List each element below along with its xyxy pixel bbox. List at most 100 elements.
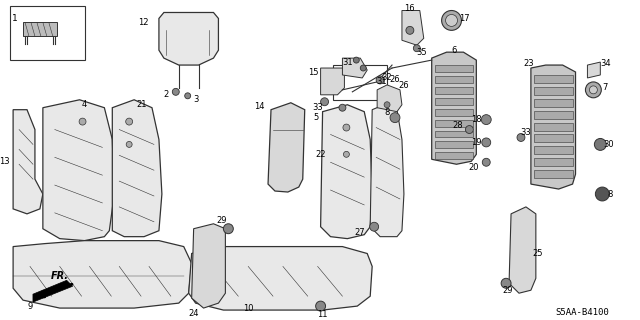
Text: S5AA-B4100: S5AA-B4100 (556, 308, 609, 316)
Text: 30: 30 (603, 140, 614, 149)
Text: 18: 18 (470, 115, 481, 124)
Polygon shape (588, 62, 600, 78)
Text: 14: 14 (255, 102, 265, 111)
Polygon shape (112, 100, 162, 237)
Text: 31: 31 (342, 58, 353, 67)
Polygon shape (534, 111, 573, 119)
Text: 17: 17 (459, 14, 470, 23)
Circle shape (321, 98, 328, 106)
Circle shape (595, 139, 606, 150)
Text: 3: 3 (193, 95, 198, 104)
Circle shape (339, 104, 346, 111)
Text: 19: 19 (471, 138, 481, 147)
Polygon shape (13, 241, 191, 308)
Text: 23: 23 (524, 59, 534, 68)
Polygon shape (377, 85, 402, 112)
Polygon shape (531, 65, 575, 189)
Polygon shape (534, 99, 573, 107)
Circle shape (343, 124, 350, 131)
Text: 16: 16 (404, 4, 415, 13)
Circle shape (384, 102, 390, 108)
Polygon shape (435, 152, 474, 159)
Text: 4: 4 (82, 100, 87, 109)
Circle shape (483, 158, 490, 166)
Text: 26: 26 (399, 81, 409, 90)
Circle shape (223, 224, 234, 234)
Polygon shape (342, 58, 367, 78)
Polygon shape (534, 134, 573, 142)
Text: 11: 11 (317, 309, 328, 318)
Polygon shape (13, 110, 43, 214)
Polygon shape (191, 224, 225, 308)
Circle shape (482, 138, 491, 147)
Circle shape (172, 88, 179, 95)
Text: 31: 31 (377, 77, 387, 86)
Polygon shape (509, 207, 536, 293)
Circle shape (517, 133, 525, 141)
Circle shape (501, 278, 511, 288)
Circle shape (360, 65, 366, 71)
Text: 5: 5 (314, 113, 319, 122)
Text: 22: 22 (316, 150, 326, 159)
Text: 32: 32 (381, 74, 392, 83)
Text: 26: 26 (389, 76, 399, 84)
Polygon shape (534, 158, 573, 166)
Text: 35: 35 (417, 48, 427, 57)
Polygon shape (534, 75, 573, 83)
Text: 9: 9 (28, 301, 33, 311)
Circle shape (442, 11, 461, 30)
Polygon shape (534, 123, 573, 131)
Circle shape (595, 187, 609, 201)
Polygon shape (43, 100, 115, 241)
Text: 34: 34 (600, 59, 611, 68)
Text: 8: 8 (385, 108, 390, 117)
Text: 20: 20 (469, 163, 479, 172)
Circle shape (185, 93, 191, 99)
Polygon shape (432, 52, 476, 164)
Circle shape (406, 26, 414, 34)
Text: 21: 21 (137, 100, 147, 109)
Circle shape (125, 118, 132, 125)
Polygon shape (435, 98, 474, 105)
Polygon shape (435, 76, 474, 83)
Circle shape (370, 222, 379, 231)
Polygon shape (333, 65, 387, 100)
Bar (10, 5, 84, 60)
Polygon shape (268, 103, 305, 192)
Polygon shape (435, 109, 474, 116)
Polygon shape (435, 141, 474, 148)
Text: 33: 33 (312, 103, 323, 112)
Text: 29: 29 (503, 286, 513, 295)
Polygon shape (534, 87, 573, 95)
Text: FR.: FR. (51, 271, 68, 281)
Text: 25: 25 (532, 249, 543, 258)
Circle shape (390, 113, 400, 123)
Polygon shape (435, 65, 474, 72)
Circle shape (481, 115, 492, 124)
Text: 13: 13 (0, 157, 10, 166)
Circle shape (586, 82, 602, 98)
Circle shape (413, 45, 420, 52)
Text: 8: 8 (607, 189, 613, 198)
Polygon shape (23, 22, 57, 36)
Polygon shape (402, 11, 424, 45)
Circle shape (353, 57, 359, 63)
Text: 2: 2 (163, 90, 168, 99)
Polygon shape (534, 146, 573, 154)
Polygon shape (534, 170, 573, 178)
Text: 7: 7 (603, 84, 608, 92)
Text: 15: 15 (308, 68, 319, 76)
Circle shape (344, 151, 349, 157)
Circle shape (445, 14, 458, 26)
Circle shape (316, 301, 326, 311)
Text: 1: 1 (12, 14, 18, 23)
Circle shape (376, 76, 384, 84)
Polygon shape (33, 280, 72, 302)
Text: 10: 10 (243, 304, 253, 313)
Polygon shape (435, 87, 474, 94)
Polygon shape (159, 12, 218, 65)
Polygon shape (321, 105, 372, 239)
Text: 12: 12 (138, 18, 149, 27)
Polygon shape (189, 247, 372, 310)
Polygon shape (435, 120, 474, 126)
